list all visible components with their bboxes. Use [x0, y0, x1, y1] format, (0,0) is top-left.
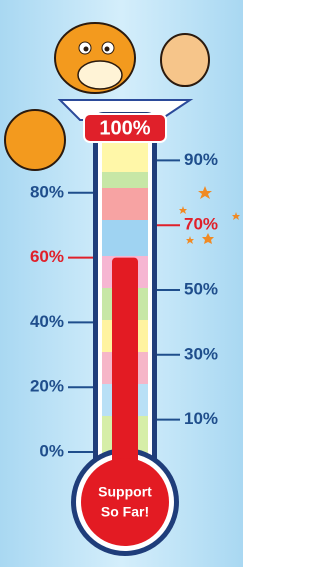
tick-label: 20%: [30, 377, 64, 396]
bulb-label: Support: [98, 484, 152, 500]
tick-label: 30%: [184, 344, 218, 363]
bulb: [81, 458, 169, 546]
top-label: 100%: [99, 117, 150, 139]
tick-label: 40%: [30, 312, 64, 331]
tick-label: 50%: [184, 279, 218, 298]
bulb-label: So Far!: [101, 504, 149, 520]
tick-label: 70%: [184, 215, 218, 234]
tick-label: 60%: [30, 247, 64, 266]
tick-label: 10%: [184, 409, 218, 428]
thermometer-graphic: Support So Far! 0% 10% 20% 30% 40% 50% 60% 70% 80%…: [0, 0, 243, 567]
tick-label: 90%: [184, 150, 218, 169]
fill-column: [112, 258, 138, 470]
tick-label: 80%: [30, 182, 64, 201]
tick-label: 0%: [39, 441, 64, 460]
